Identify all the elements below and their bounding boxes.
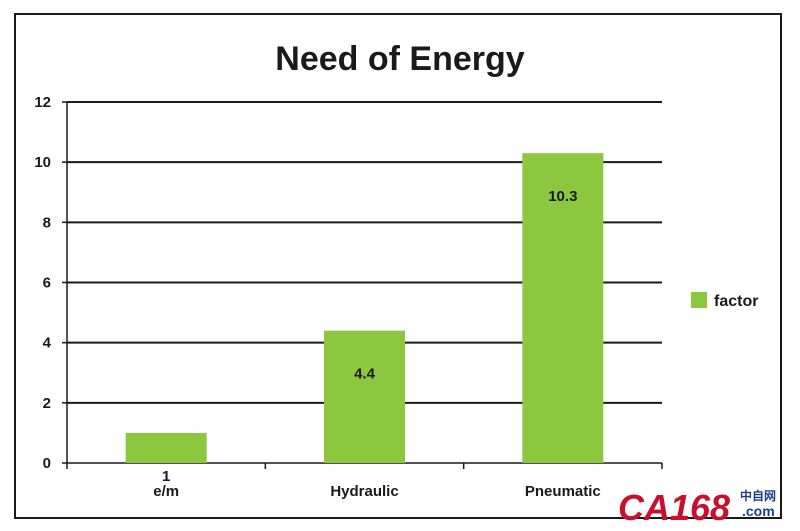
x-axis: e/m Hydraulic Pneumatic	[66, 463, 663, 500]
y-tick-label-4: 4	[43, 335, 52, 352]
x-category-label-e-m: e/m	[153, 483, 179, 500]
x-category-label-pneumatic: Pneumatic	[525, 483, 601, 500]
data-label-hydraulic: 4.4	[354, 366, 376, 383]
legend-swatch-factor	[691, 292, 707, 308]
y-axis: 0 2 4 6 8 10 12	[34, 94, 68, 472]
y-tick-label-6: 6	[43, 275, 51, 292]
x-category-label-hydraulic: Hydraulic	[330, 483, 398, 500]
y-tick-label-10: 10	[34, 154, 51, 171]
y-tick-label-2: 2	[43, 395, 51, 412]
legend-label-factor: factor	[714, 293, 758, 310]
y-tick-label-8: 8	[43, 214, 51, 231]
y-tick-label-0: 0	[43, 455, 51, 472]
data-label-e-m: 1	[162, 468, 170, 485]
legend: factor	[691, 292, 758, 310]
watermark-cn-text: 中自网	[740, 488, 776, 503]
watermark-logo-text: CA168	[618, 487, 730, 528]
bar-pneumatic	[522, 153, 604, 463]
data-label-pneumatic: 10.3	[548, 188, 577, 205]
y-tick-label-12: 12	[34, 94, 51, 111]
bar-hydraulic	[324, 330, 405, 463]
chart-title: Need of Energy	[275, 40, 524, 78]
bars: 1 4.4 10.3	[125, 153, 604, 485]
watermark-com-text: .com	[742, 503, 775, 519]
bar-e-m	[125, 432, 207, 463]
ca168-watermark-logo: CA168 中自网 .com	[618, 487, 776, 528]
